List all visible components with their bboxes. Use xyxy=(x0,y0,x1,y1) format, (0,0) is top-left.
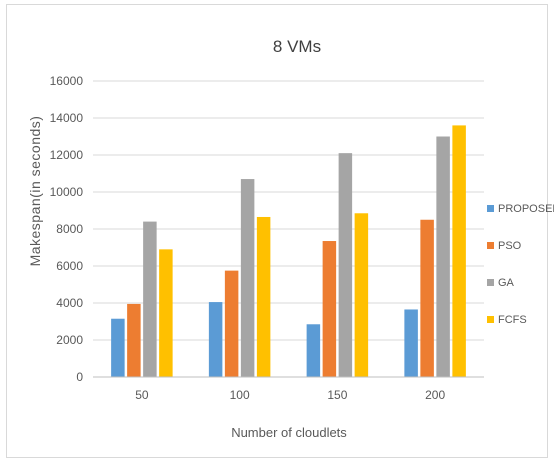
bar-ga-50 xyxy=(143,221,157,377)
x-tick-label: 50 xyxy=(135,388,149,402)
legend-swatch-fcfs xyxy=(487,316,494,323)
x-tick-label: 100 xyxy=(230,388,250,402)
y-tick-label: 8000 xyxy=(56,222,83,236)
bar-pso-50 xyxy=(127,303,141,377)
y-tick-label: 16000 xyxy=(50,74,84,88)
y-tick-label: 14000 xyxy=(50,111,84,125)
bar-pso-200 xyxy=(420,219,434,377)
y-tick-label: 2000 xyxy=(56,333,83,347)
legend-swatch-ga xyxy=(487,279,494,286)
gridlines xyxy=(93,80,484,341)
bar-proposed-200 xyxy=(404,309,418,377)
y-axis-label: Makespan(in seconds) xyxy=(27,116,43,267)
bar-proposed-100 xyxy=(208,302,223,377)
legend-label-pso: PSO xyxy=(498,240,522,252)
x-tick-labels: 50 100 150 200 xyxy=(135,388,445,402)
y-tick-label: 0 xyxy=(76,370,83,384)
x-tick-label: 200 xyxy=(425,388,445,402)
bar-fcfs-50 xyxy=(159,249,173,377)
bar-fcfs-100 xyxy=(256,216,271,377)
x-tick-label: 150 xyxy=(327,388,347,402)
x-axis-label: Number of cloudlets xyxy=(231,425,347,440)
legend-swatch-proposed xyxy=(487,205,494,212)
chart-title: 8 VMs xyxy=(273,37,321,56)
y-tick-label: 4000 xyxy=(56,296,83,310)
y-tick-labels: 0 2000 4000 6000 8000 10000 12000 14000 16000 xyxy=(50,74,84,384)
y-tick-label: 12000 xyxy=(50,148,84,162)
bar-pso-150 xyxy=(322,241,337,377)
legend-label-ga: GA xyxy=(498,277,515,289)
bar-ga-100 xyxy=(240,179,255,377)
legend: PROPOSED PSO GA FCFS xyxy=(487,203,554,326)
legend-swatch-pso xyxy=(487,242,494,249)
bar-ga-150 xyxy=(338,153,353,377)
bar-ga-200 xyxy=(436,136,450,377)
legend-label-fcfs: FCFS xyxy=(498,314,527,326)
y-tick-label: 10000 xyxy=(50,185,84,199)
y-tick-label: 6000 xyxy=(56,259,83,273)
bar-proposed-150 xyxy=(306,324,321,377)
bar-proposed-50 xyxy=(111,318,125,377)
bar-fcfs-200 xyxy=(452,125,466,378)
bar-pso-100 xyxy=(224,270,239,377)
bar-fcfs-150 xyxy=(354,213,369,377)
legend-label-proposed: PROPOSED xyxy=(498,203,554,215)
bars xyxy=(111,125,466,378)
